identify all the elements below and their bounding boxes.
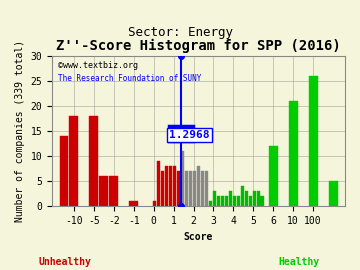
Bar (244, 191, 248, 206)
Bar (197, 166, 200, 206)
Bar (177, 171, 180, 206)
Bar (99, 176, 108, 206)
Bar (165, 166, 168, 206)
Bar (225, 196, 228, 206)
X-axis label: Score: Score (184, 231, 213, 241)
Bar (109, 176, 118, 206)
Text: 1.2968: 1.2968 (169, 130, 210, 140)
Bar (329, 181, 338, 206)
Bar (189, 171, 192, 206)
Bar (69, 116, 78, 206)
Text: Sector: Energy: Sector: Energy (127, 26, 233, 39)
Bar (201, 171, 204, 206)
Bar (169, 166, 172, 206)
Bar (157, 161, 161, 206)
Bar (161, 171, 165, 206)
Bar (221, 196, 224, 206)
Bar (89, 116, 98, 206)
Bar (309, 76, 318, 206)
Bar (217, 196, 220, 206)
Bar (233, 196, 236, 206)
Bar (181, 151, 184, 206)
Bar (248, 196, 252, 206)
Bar (289, 101, 298, 206)
Bar (153, 201, 157, 206)
Bar (252, 191, 256, 206)
Bar (185, 171, 188, 206)
Bar (205, 171, 208, 206)
Bar (59, 136, 68, 206)
Bar (257, 191, 260, 206)
Bar (269, 146, 278, 206)
Text: ©www.textbiz.org: ©www.textbiz.org (58, 60, 138, 69)
Text: Healthy: Healthy (278, 256, 319, 266)
Bar (237, 196, 240, 206)
Bar (213, 191, 216, 206)
Bar (209, 201, 212, 206)
Bar (173, 166, 176, 206)
Y-axis label: Number of companies (339 total): Number of companies (339 total) (15, 40, 25, 222)
Text: Unhealthy: Unhealthy (39, 256, 91, 266)
Bar (193, 171, 196, 206)
Bar (229, 191, 232, 206)
Title: Z''-Score Histogram for SPP (2016): Z''-Score Histogram for SPP (2016) (56, 39, 341, 53)
Bar (261, 196, 264, 206)
Bar (129, 201, 138, 206)
Text: The Research Foundation of SUNY: The Research Foundation of SUNY (58, 74, 201, 83)
Bar (240, 186, 244, 206)
